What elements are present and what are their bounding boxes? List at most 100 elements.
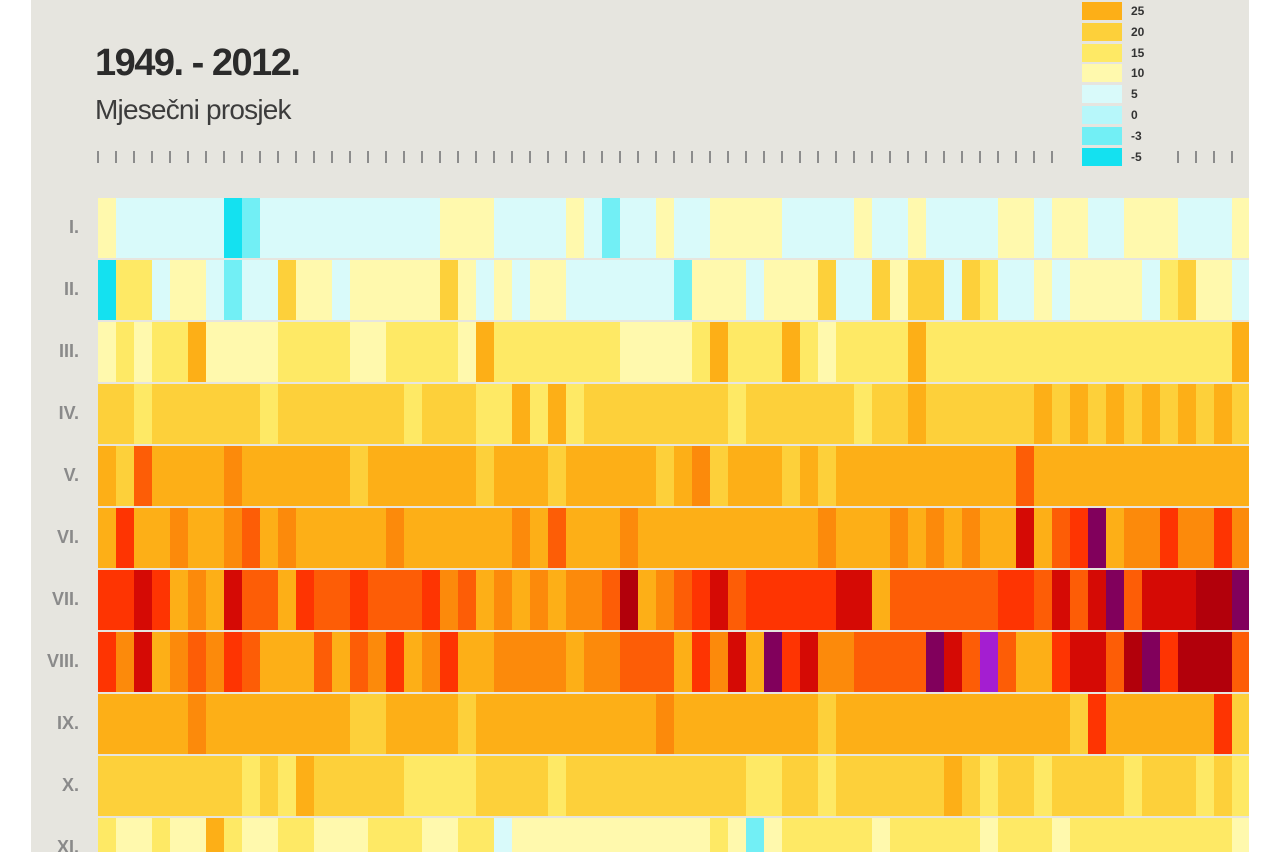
heatmap-cell [1142, 322, 1160, 382]
heatmap-cell [188, 570, 206, 630]
heatmap-cell [854, 694, 872, 754]
heatmap-cell [1034, 260, 1052, 320]
heatmap-cell [404, 446, 422, 506]
heatmap-cell [1016, 756, 1034, 816]
heatmap-cell [386, 508, 404, 568]
heatmap-cell [620, 322, 638, 382]
heatmap-cell [1052, 446, 1070, 506]
heatmap-cell [620, 570, 638, 630]
heatmap-cell [368, 570, 386, 630]
chart-subtitle: Mjesečni prosjek [95, 94, 292, 125]
heatmap-cell [602, 260, 620, 320]
heatmap-cell [98, 446, 116, 506]
heatmap-cell [800, 198, 818, 258]
heatmap-cell [296, 198, 314, 258]
heatmap-cell [116, 756, 134, 816]
heatmap-cell [350, 198, 368, 258]
heatmap-cell [1142, 694, 1160, 754]
heatmap-cell [116, 446, 134, 506]
heatmap-cell [728, 694, 746, 754]
heatmap-cell [800, 260, 818, 320]
heatmap-cell [1016, 508, 1034, 568]
heatmap-cell [944, 756, 962, 816]
heatmap-cell [1088, 446, 1106, 506]
heatmap-cell [890, 694, 908, 754]
heatmap-cell [944, 322, 962, 382]
heatmap-cell [1034, 756, 1052, 816]
heatmap-cell [1124, 694, 1142, 754]
heatmap-cell [314, 384, 332, 444]
heatmap-cell [386, 756, 404, 816]
heatmap-cell [530, 508, 548, 568]
heatmap-cell [548, 632, 566, 692]
heatmap-cell [602, 322, 620, 382]
heatmap-cell [962, 694, 980, 754]
heatmap-cell [512, 508, 530, 568]
heatmap-cell [242, 322, 260, 382]
color-legend: 25 20 15 10 5 0 -3 -5 [1082, 0, 1202, 170]
heatmap-cell [476, 694, 494, 754]
heatmap-cell [1160, 756, 1178, 816]
heatmap-cell [530, 632, 548, 692]
heatmap-cell [494, 198, 512, 258]
heatmap-cell [836, 446, 854, 506]
heatmap-cell [98, 570, 116, 630]
heatmap-cell [926, 260, 944, 320]
heatmap-cell [638, 694, 656, 754]
heatmap-cell [818, 260, 836, 320]
heatmap-cell [350, 384, 368, 444]
heatmap-cell [746, 756, 764, 816]
heatmap-cell [1016, 818, 1034, 852]
heatmap-cell [1160, 818, 1178, 852]
heatmap-cell [926, 570, 944, 630]
heatmap-cell [1214, 384, 1232, 444]
heatmap-cell [764, 570, 782, 630]
heatmap-cell [1106, 756, 1124, 816]
heatmap-cell [1160, 384, 1178, 444]
heatmap-cell [1214, 198, 1232, 258]
heatmap-cell [692, 384, 710, 444]
heatmap-cell [1106, 818, 1124, 852]
heatmap-cell [584, 384, 602, 444]
heatmap-cell [1160, 508, 1178, 568]
heatmap-cell [134, 384, 152, 444]
heatmap-cell [620, 198, 638, 258]
heatmap-cell [566, 384, 584, 444]
heatmap-cell [1178, 508, 1196, 568]
heatmap-cell [314, 446, 332, 506]
heatmap-cell [1034, 446, 1052, 506]
heatmap-cell [296, 694, 314, 754]
heatmap-cell [206, 818, 224, 852]
heatmap-cell [908, 322, 926, 382]
heatmap-cell [656, 198, 674, 258]
heatmap-cell [998, 818, 1016, 852]
heatmap-cell [1088, 756, 1106, 816]
heatmap-cell [386, 322, 404, 382]
heatmap-cell [134, 570, 152, 630]
heatmap-cell [548, 322, 566, 382]
heatmap-cell [404, 508, 422, 568]
heatmap-cell [296, 570, 314, 630]
heatmap-cell [296, 756, 314, 816]
heatmap-cell [584, 198, 602, 258]
heatmap-cell [1088, 322, 1106, 382]
heatmap-cell [260, 260, 278, 320]
heatmap-cell [638, 384, 656, 444]
heatmap-cell [566, 632, 584, 692]
heatmap-cell [1214, 632, 1232, 692]
heatmap-cell [1124, 260, 1142, 320]
heatmap-cell [422, 632, 440, 692]
heatmap-cell [98, 818, 116, 852]
heatmap-cell [872, 756, 890, 816]
heatmap-cell [800, 818, 818, 852]
heatmap-cell [404, 260, 422, 320]
heatmap-cell [674, 570, 692, 630]
heatmap-cell [1124, 508, 1142, 568]
heatmap-cell [314, 508, 332, 568]
legend-label: -3 [1131, 128, 1142, 143]
heatmap-cell [854, 508, 872, 568]
heatmap-cell [332, 322, 350, 382]
heatmap-cell [818, 446, 836, 506]
heatmap-cell [1214, 446, 1232, 506]
heatmap-cell [656, 694, 674, 754]
